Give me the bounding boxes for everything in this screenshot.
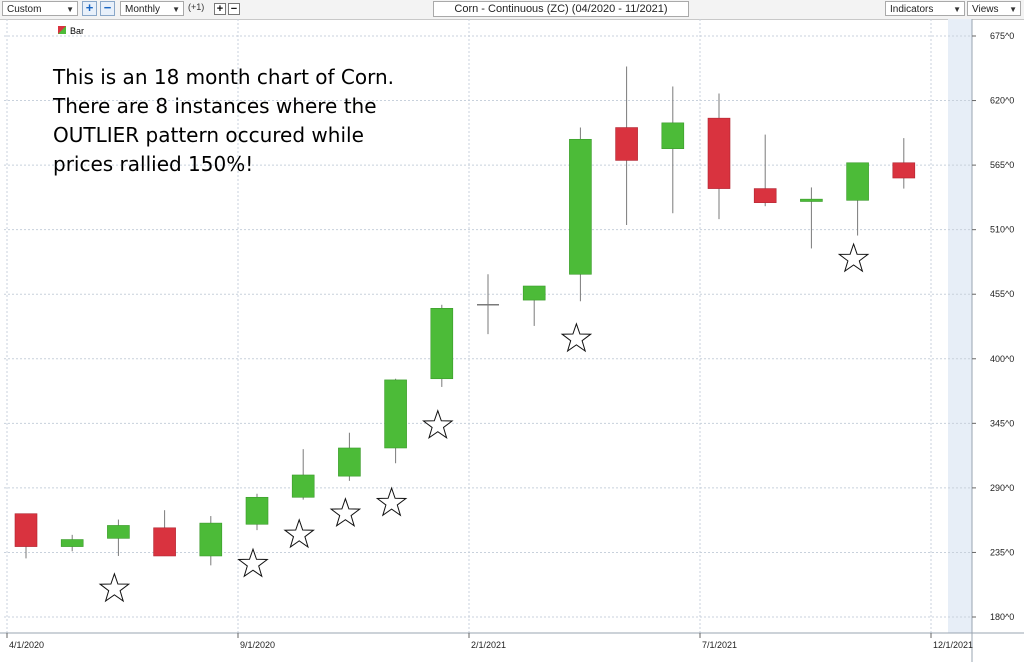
candle xyxy=(522,285,546,326)
zoom-in-button[interactable]: + xyxy=(82,1,97,16)
chart-title: Corn - Continuous (ZC) (04/2020 - 11/202… xyxy=(433,1,689,17)
chevron-down-icon: ▼ xyxy=(1009,5,1017,14)
annotation-line: There are 8 instances where the xyxy=(53,94,377,118)
candle-body xyxy=(153,527,176,557)
candle-body xyxy=(569,138,592,275)
candle-body xyxy=(892,162,916,179)
candle-body xyxy=(338,447,361,477)
views-label: Views xyxy=(972,4,999,15)
outlier-star-markers xyxy=(98,242,870,603)
chart-annotation: This is an 18 month chart of Corn. There… xyxy=(53,63,473,179)
offset-minus-button[interactable]: − xyxy=(228,3,240,15)
offset-plus-label: + xyxy=(216,3,224,15)
candle-body xyxy=(430,308,454,380)
candlestick-chart[interactable]: 675^0 620^0 565^0 510^0 455^0 400^0 345^0 290^0… xyxy=(0,19,1024,662)
zoom-out-button[interactable]: − xyxy=(100,1,115,16)
star-icon xyxy=(237,547,269,578)
period-select-value: Custom xyxy=(7,4,42,15)
candle xyxy=(430,304,454,387)
candle xyxy=(60,534,84,552)
candle-body xyxy=(107,525,130,539)
candle xyxy=(569,127,592,302)
candle-body xyxy=(615,127,638,161)
candle xyxy=(800,187,823,249)
candle-body xyxy=(846,162,869,201)
candle-body xyxy=(707,117,731,189)
star-icon xyxy=(375,486,408,517)
star-icon xyxy=(837,242,870,273)
candle-body xyxy=(291,474,315,498)
candle-body xyxy=(245,496,269,525)
candle xyxy=(892,138,916,189)
zoom-out-label: − xyxy=(103,0,112,15)
y-tick-label: 510^0 xyxy=(990,225,1014,235)
interval-select[interactable]: Monthly ▼ xyxy=(120,1,184,16)
candle xyxy=(153,510,176,557)
x-tick-label: 2/1/2021 xyxy=(471,640,506,650)
y-tick-label: 565^0 xyxy=(990,160,1014,170)
star-icon xyxy=(283,518,315,549)
x-tick-label: 9/1/2020 xyxy=(240,640,275,650)
legend-label-bar: Bar xyxy=(70,26,84,36)
x-tick-label: 4/1/2020 xyxy=(9,640,44,650)
candle xyxy=(199,516,223,566)
future-period-band xyxy=(948,19,972,633)
chart-toolbar: Custom ▼ + − Monthly ▼ (+1) + − Corn - C… xyxy=(0,0,1024,20)
y-tick-label: 290^0 xyxy=(990,483,1014,493)
chevron-down-icon: ▼ xyxy=(953,5,961,14)
y-tick-label: 455^0 xyxy=(990,289,1014,299)
candle-body xyxy=(522,285,546,301)
y-tick-label: 400^0 xyxy=(990,354,1014,364)
annotation-line: OUTLIER pattern occured while xyxy=(53,123,364,147)
candle-body xyxy=(753,188,777,203)
candle xyxy=(384,378,407,464)
annotation-line: This is an 18 month chart of Corn. xyxy=(53,65,395,89)
candle xyxy=(477,274,499,335)
x-tick-label: 12/1/2021 xyxy=(933,640,973,650)
chevron-down-icon: ▼ xyxy=(172,5,180,14)
zoom-in-label: + xyxy=(85,0,94,15)
offset-minus-label: − xyxy=(230,3,238,15)
y-tick-label: 180^0 xyxy=(990,612,1014,622)
candle xyxy=(707,93,731,220)
candle xyxy=(753,134,777,207)
star-icon xyxy=(329,497,362,528)
candle-body xyxy=(800,198,823,202)
annotation-line: prices rallied 150%! xyxy=(53,152,254,176)
candlestick-bars xyxy=(14,66,916,566)
indicators-button[interactable]: Indicators ▼ xyxy=(885,1,965,16)
candle xyxy=(846,162,869,236)
period-select[interactable]: Custom ▼ xyxy=(2,1,78,16)
star-icon xyxy=(422,409,454,440)
y-tick-label: 235^0 xyxy=(990,547,1014,557)
y-tick-label: 675^0 xyxy=(990,31,1014,41)
views-button[interactable]: Views ▼ xyxy=(967,1,1021,16)
y-tick-label: 620^0 xyxy=(990,96,1014,106)
candle xyxy=(615,66,638,225)
candle xyxy=(107,519,130,556)
candle-body xyxy=(14,513,38,547)
candle-body xyxy=(199,522,223,557)
x-tick-label: 7/1/2021 xyxy=(702,640,737,650)
offset-label: (+1) xyxy=(188,2,205,12)
indicators-label: Indicators xyxy=(890,4,934,15)
candle xyxy=(14,513,38,559)
candle xyxy=(661,86,685,214)
chart-axes: 675^0 620^0 565^0 510^0 455^0 400^0 345^0 290^0… xyxy=(0,19,1024,662)
candle xyxy=(338,432,361,481)
star-icon xyxy=(98,572,131,603)
star-icon xyxy=(560,322,593,353)
chart-legend: Bar xyxy=(58,26,84,36)
candle xyxy=(291,449,315,500)
candle-body xyxy=(60,539,84,547)
interval-select-value: Monthly xyxy=(125,4,161,15)
future-period-band-rect xyxy=(948,19,972,633)
legend-swatch-down xyxy=(58,26,66,34)
candle xyxy=(245,493,269,531)
y-tick-label: 345^0 xyxy=(990,418,1014,428)
candle-body xyxy=(384,379,407,449)
offset-plus-button[interactable]: + xyxy=(214,3,226,15)
candle-body xyxy=(661,122,685,149)
chevron-down-icon: ▼ xyxy=(66,5,74,14)
